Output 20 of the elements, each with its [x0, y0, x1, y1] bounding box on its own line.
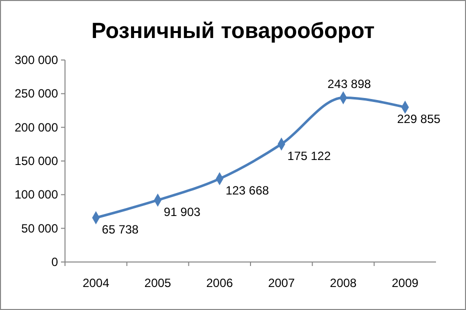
- text: 229 855: [397, 112, 440, 126]
- y-tick-label: 50 000: [21, 221, 58, 236]
- text: 91 903: [164, 205, 200, 220]
- y-tick-label: 150 000: [14, 154, 58, 168]
- text: 123 668: [226, 184, 269, 198]
- x-tick-label: 2006: [206, 276, 234, 290]
- text: 65 738: [102, 222, 139, 237]
- y-tick-label: 300 000: [14, 53, 58, 67]
- text: 243 898: [328, 76, 371, 91]
- x-tick-label: 2008: [330, 276, 357, 290]
- x-tick-label: 2004: [82, 276, 110, 290]
- text: 175 122: [287, 149, 331, 164]
- y-tick-label: 200 000: [14, 120, 58, 134]
- y-tick-label: 100 000: [14, 188, 58, 202]
- x-tick-label: 2005: [144, 276, 172, 290]
- y-tick-label: 250 000: [14, 86, 58, 101]
- chart-title: Розничный товарооборот: [91, 18, 375, 43]
- x-tick-label: 2007: [268, 276, 296, 290]
- y-tick-label: 0: [51, 255, 58, 269]
- x-tick-label: 2009: [392, 276, 419, 290]
